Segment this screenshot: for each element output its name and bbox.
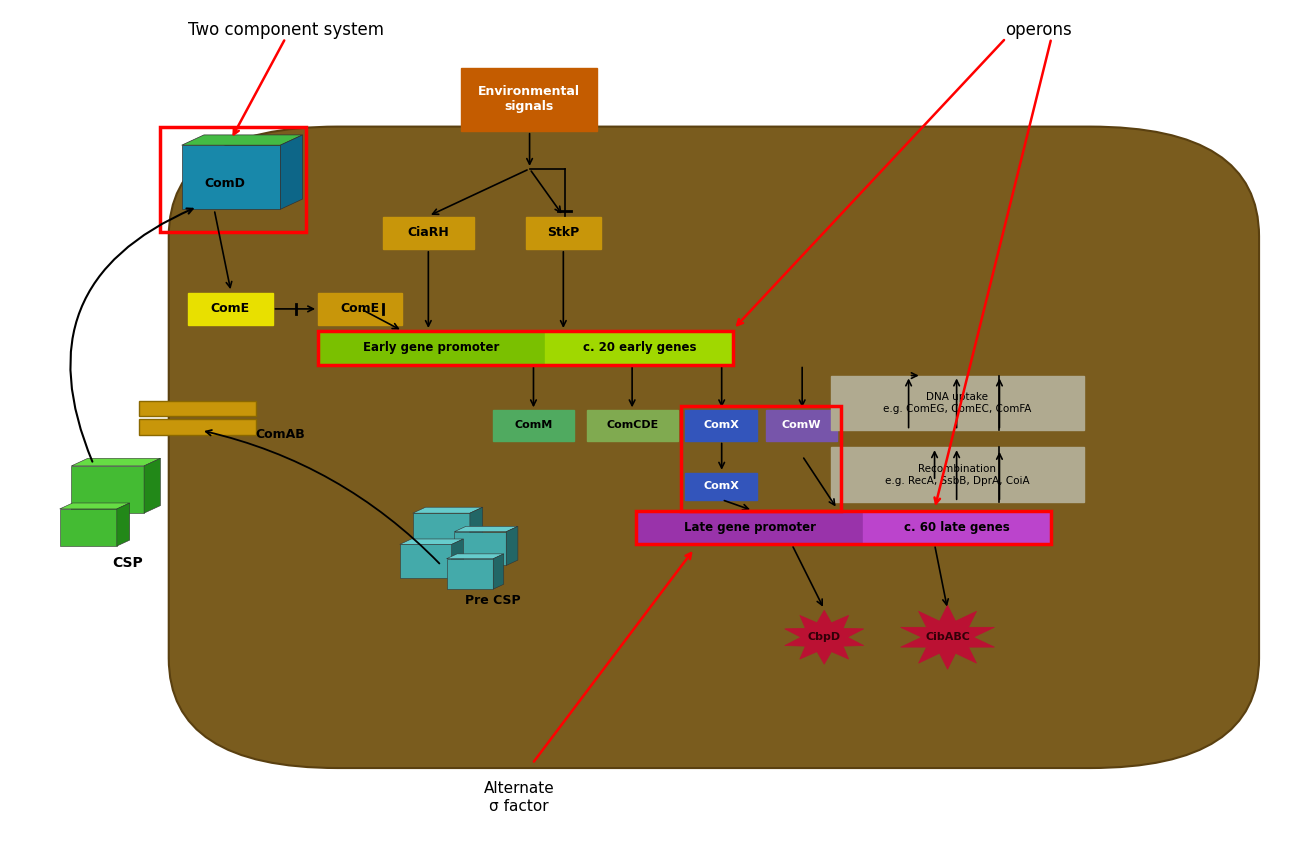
Text: ComAB: ComAB — [256, 428, 305, 441]
Polygon shape — [400, 539, 463, 544]
Polygon shape — [493, 554, 504, 589]
Text: ComD: ComD — [204, 177, 245, 191]
Text: CiaRH: CiaRH — [408, 226, 449, 240]
Polygon shape — [413, 507, 483, 513]
FancyBboxPatch shape — [318, 331, 545, 365]
FancyBboxPatch shape — [318, 293, 402, 325]
Text: Alternate
σ factor: Alternate σ factor — [484, 782, 554, 814]
Polygon shape — [506, 527, 518, 565]
FancyBboxPatch shape — [685, 473, 757, 500]
Polygon shape — [470, 507, 483, 550]
Text: CbpD: CbpD — [807, 632, 841, 642]
Text: ComCDE: ComCDE — [606, 420, 658, 430]
FancyBboxPatch shape — [493, 410, 574, 441]
Text: Environmental
signals: Environmental signals — [478, 85, 580, 113]
Polygon shape — [117, 503, 130, 546]
Polygon shape — [447, 559, 493, 589]
FancyBboxPatch shape — [587, 410, 678, 441]
FancyBboxPatch shape — [526, 217, 601, 249]
FancyBboxPatch shape — [139, 401, 256, 416]
FancyBboxPatch shape — [188, 293, 273, 325]
Polygon shape — [413, 513, 470, 550]
FancyBboxPatch shape — [863, 511, 1051, 544]
Text: ComM: ComM — [514, 420, 553, 430]
Text: StkP: StkP — [548, 226, 579, 240]
Polygon shape — [71, 466, 144, 513]
Text: ComX: ComX — [704, 420, 739, 430]
Text: CibABC: CibABC — [925, 632, 970, 642]
Polygon shape — [447, 554, 504, 559]
Polygon shape — [400, 544, 452, 578]
Text: Pre CSP: Pre CSP — [466, 594, 520, 608]
Text: c. 20 early genes: c. 20 early genes — [583, 341, 696, 354]
Polygon shape — [280, 135, 302, 209]
FancyBboxPatch shape — [139, 419, 256, 435]
Text: ComE: ComE — [210, 302, 251, 316]
Polygon shape — [60, 503, 130, 509]
Text: Late gene promoter: Late gene promoter — [684, 521, 815, 534]
Polygon shape — [182, 135, 302, 145]
FancyBboxPatch shape — [545, 331, 733, 365]
Text: Early gene promoter: Early gene promoter — [363, 341, 500, 354]
Polygon shape — [60, 509, 117, 546]
Text: DNA uptake
e.g. ComEG, ComEC, ComFA: DNA uptake e.g. ComEG, ComEC, ComFA — [883, 392, 1032, 414]
Polygon shape — [71, 458, 161, 466]
Polygon shape — [454, 532, 506, 565]
Polygon shape — [452, 539, 463, 578]
FancyBboxPatch shape — [169, 127, 1259, 768]
Text: Two component system: Two component system — [187, 20, 384, 39]
FancyBboxPatch shape — [383, 217, 474, 249]
FancyBboxPatch shape — [831, 447, 1084, 502]
FancyBboxPatch shape — [766, 410, 837, 441]
Text: ComE: ComE — [340, 302, 380, 316]
FancyBboxPatch shape — [831, 376, 1084, 430]
Polygon shape — [901, 605, 994, 669]
Text: operons: operons — [1005, 20, 1072, 39]
Text: ComW: ComW — [781, 420, 822, 430]
FancyBboxPatch shape — [461, 68, 597, 131]
FancyBboxPatch shape — [636, 511, 863, 544]
Text: ComX: ComX — [704, 481, 739, 491]
Polygon shape — [454, 527, 518, 532]
Text: CSP: CSP — [112, 556, 143, 570]
FancyBboxPatch shape — [685, 410, 757, 441]
Polygon shape — [182, 145, 280, 209]
Text: c. 60 late genes: c. 60 late genes — [905, 521, 1010, 534]
Polygon shape — [144, 458, 161, 513]
Text: Recombination
e.g. RecA, SsbB, DprA, CoiA: Recombination e.g. RecA, SsbB, DprA, Coi… — [885, 464, 1029, 485]
Polygon shape — [785, 610, 863, 664]
